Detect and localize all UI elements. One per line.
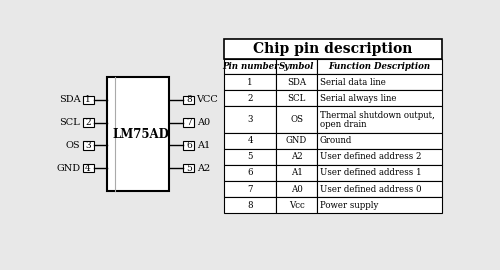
Text: User defined address 0: User defined address 0	[320, 185, 422, 194]
Text: 5: 5	[248, 152, 253, 161]
Text: SDA: SDA	[58, 95, 80, 104]
Bar	[316, 165, 442, 181]
Text: A2: A2	[290, 152, 302, 161]
Text: 6: 6	[248, 168, 253, 177]
Bar	[224, 133, 276, 149]
Bar	[276, 165, 316, 181]
Text: GND: GND	[56, 164, 80, 173]
Text: Thermal shutdown output,: Thermal shutdown output,	[320, 111, 434, 120]
Bar	[224, 197, 276, 213]
Text: 4: 4	[248, 136, 253, 145]
Bar	[224, 165, 276, 181]
Text: Symbol: Symbol	[279, 62, 314, 71]
Text: 7: 7	[248, 185, 253, 194]
Text: Pin number: Pin number	[222, 62, 278, 71]
Bar	[316, 90, 442, 106]
Text: SCL: SCL	[288, 94, 306, 103]
Bar	[224, 149, 276, 165]
Text: 5: 5	[186, 164, 192, 173]
Bar	[276, 197, 316, 213]
Text: 2: 2	[248, 94, 253, 103]
Text: 2: 2	[86, 118, 91, 127]
Text: Serial data line: Serial data line	[320, 77, 386, 87]
Text: Vcc: Vcc	[288, 201, 304, 210]
Text: 3: 3	[248, 115, 252, 124]
Text: User defined address 2: User defined address 2	[320, 152, 422, 161]
Bar	[184, 164, 194, 173]
Text: 6: 6	[186, 141, 192, 150]
Bar	[316, 149, 442, 165]
Bar	[224, 181, 276, 197]
Bar	[82, 119, 94, 127]
Text: User defined address 1: User defined address 1	[320, 168, 422, 177]
Text: OS: OS	[66, 141, 80, 150]
Text: open drain: open drain	[320, 120, 366, 129]
Bar	[276, 133, 316, 149]
Text: A0: A0	[290, 185, 302, 194]
Text: Power supply: Power supply	[320, 201, 378, 210]
Text: A2: A2	[196, 164, 210, 173]
Bar	[184, 119, 194, 127]
Text: SDA: SDA	[287, 77, 306, 87]
Bar	[82, 96, 94, 104]
Bar	[316, 106, 442, 133]
Text: A1: A1	[196, 141, 210, 150]
Text: 1: 1	[85, 95, 91, 104]
Bar	[82, 141, 94, 150]
Text: SCL: SCL	[60, 118, 80, 127]
Text: OS: OS	[290, 115, 303, 124]
Bar	[316, 181, 442, 197]
Bar	[108, 77, 170, 191]
Text: A1: A1	[290, 168, 302, 177]
Text: VCC: VCC	[196, 95, 218, 104]
Bar	[184, 96, 194, 104]
Bar	[224, 90, 276, 106]
Bar	[316, 197, 442, 213]
Bar	[224, 74, 276, 90]
Bar	[276, 59, 316, 74]
Text: LM75AD: LM75AD	[112, 127, 169, 141]
Bar	[276, 90, 316, 106]
Text: 7: 7	[186, 118, 192, 127]
Bar	[82, 164, 94, 173]
Bar	[316, 133, 442, 149]
Text: Serial always line: Serial always line	[320, 94, 396, 103]
Bar	[224, 59, 276, 74]
Bar	[316, 74, 442, 90]
Bar	[276, 106, 316, 133]
Bar	[184, 141, 194, 150]
Bar	[224, 39, 442, 59]
Text: Function Description: Function Description	[328, 62, 430, 71]
Text: 3: 3	[86, 141, 91, 150]
Text: 1: 1	[247, 77, 253, 87]
Bar	[316, 59, 442, 74]
Bar	[276, 149, 316, 165]
Bar	[276, 74, 316, 90]
Text: A0: A0	[196, 118, 209, 127]
Text: GND: GND	[286, 136, 307, 145]
Text: Ground: Ground	[320, 136, 352, 145]
Text: 8: 8	[186, 95, 192, 104]
Text: 8: 8	[247, 201, 253, 210]
Text: Chip pin description: Chip pin description	[254, 42, 412, 56]
Bar	[276, 181, 316, 197]
Bar	[224, 106, 276, 133]
Text: 4: 4	[85, 164, 91, 173]
